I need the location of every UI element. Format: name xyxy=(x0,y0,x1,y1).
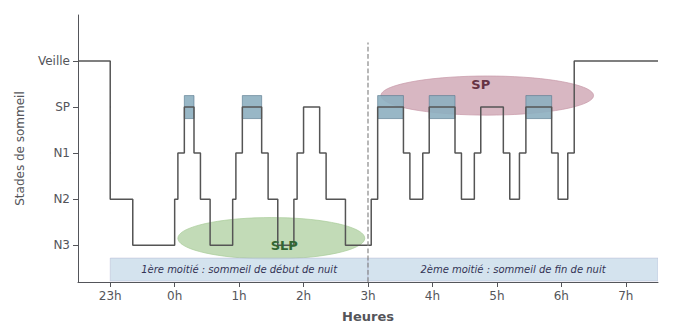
svg-text:N2: N2 xyxy=(53,192,70,206)
svg-text:Heures: Heures xyxy=(342,309,394,324)
svg-text:0h: 0h xyxy=(167,289,182,303)
svg-text:SP: SP xyxy=(55,100,70,114)
svg-text:SLP: SLP xyxy=(271,238,298,253)
svg-text:N3: N3 xyxy=(53,238,70,252)
svg-text:Stades de sommeil: Stades de sommeil xyxy=(13,91,27,206)
svg-text:SP: SP xyxy=(471,77,490,92)
svg-text:4h: 4h xyxy=(425,289,440,303)
svg-text:2h: 2h xyxy=(296,289,311,303)
svg-text:2ème moitié : sommeil de fin d: 2ème moitié : sommeil de fin de nuit xyxy=(420,264,606,275)
svg-text:5h: 5h xyxy=(489,289,504,303)
svg-text:1ère moitié : sommeil de début: 1ère moitié : sommeil de début de nuit xyxy=(141,264,338,275)
svg-text:Veille: Veille xyxy=(38,54,70,68)
svg-text:6h: 6h xyxy=(554,289,569,303)
svg-text:1h: 1h xyxy=(231,289,246,303)
svg-text:23h: 23h xyxy=(99,289,122,303)
svg-text:7h: 7h xyxy=(618,289,633,303)
svg-text:3h: 3h xyxy=(360,289,375,303)
svg-text:N1: N1 xyxy=(53,146,70,160)
